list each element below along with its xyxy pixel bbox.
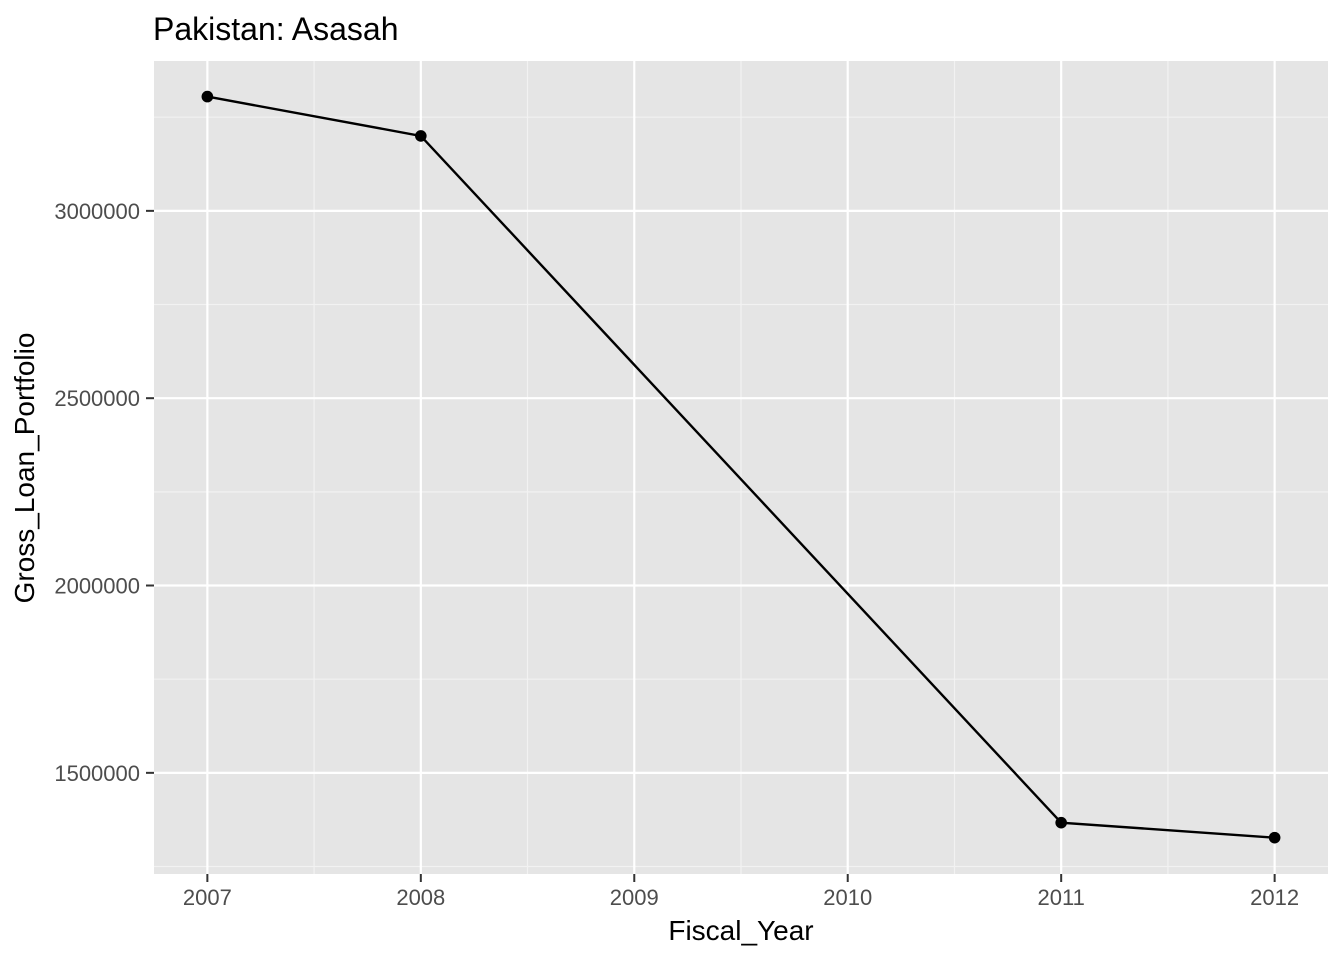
x-tick-label: 2012 (1250, 885, 1299, 910)
x-tick-label: 2008 (396, 885, 445, 910)
minor-gridlines-x (313, 61, 1169, 874)
y-tick-label: 2000000 (54, 574, 140, 599)
x-tick-label: 2010 (823, 885, 872, 910)
y-tick-label: 3000000 (54, 199, 140, 224)
x-axis-title: Fiscal_Year (668, 915, 813, 946)
data-point (1055, 816, 1067, 829)
chart-title: Pakistan: Asasah (153, 11, 398, 47)
series-line (207, 95, 1275, 839)
x-tick-label: 2007 (183, 885, 232, 910)
data-point (201, 90, 214, 103)
x-tick-label: 2011 (1038, 885, 1085, 910)
major-gridlines-y (154, 209, 1328, 774)
series-layer (201, 90, 1281, 844)
y-tick-label: 2500000 (54, 386, 140, 411)
y-axis-title: Gross_Loan_Portfolio (9, 333, 40, 604)
y-tick-label: 1500000 (54, 761, 140, 786)
data-point (415, 130, 427, 142)
major-gridlines-x (206, 61, 1276, 874)
tick-labels-layer: 1500000 2000000 2500000 3000000 2007 2008 2009… (54, 199, 1299, 910)
data-point (1268, 831, 1281, 844)
x-tick-label: 2009 (610, 885, 659, 910)
ticks-layer (146, 209, 1276, 882)
